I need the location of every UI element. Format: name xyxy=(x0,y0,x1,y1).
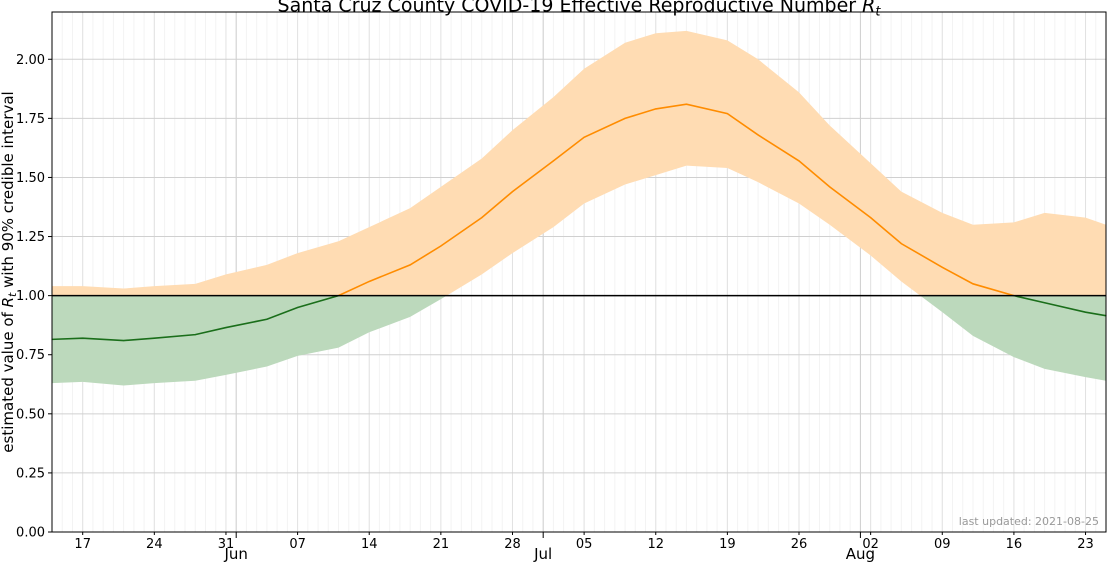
rt-data-point xyxy=(153,337,155,339)
title-subscript: t xyxy=(875,5,881,20)
rt-data-point xyxy=(481,217,483,219)
x-tick-label: 31 xyxy=(218,537,235,552)
credible-band-below-one xyxy=(52,295,1106,386)
rt-data-point xyxy=(583,136,585,138)
y-tick-label: 0.00 xyxy=(16,526,45,541)
rt-data-point xyxy=(900,243,902,245)
rt-data-point xyxy=(726,113,728,115)
rt-data-point xyxy=(624,117,626,119)
x-tick-label: 21 xyxy=(433,537,450,552)
rt-data-point xyxy=(296,306,299,309)
rt-data-point xyxy=(194,334,196,336)
month-tick-label: Jun xyxy=(223,545,247,563)
x-tick-label: 19 xyxy=(719,537,736,552)
rt-data-point xyxy=(123,339,125,342)
ylabel-suffix: with 90% credible interval xyxy=(0,91,17,292)
rt-data-point xyxy=(82,337,84,339)
x-tick-label: 24 xyxy=(146,537,163,552)
month-tick-label: Aug xyxy=(846,545,875,563)
y-tick-label: 1.50 xyxy=(16,171,45,186)
rt-data-point xyxy=(1044,302,1046,304)
axes: 0.00 0.25 0.50 0.75 1.00 1.25 1.50 1.75 2.00 17 24… xyxy=(16,11,1107,563)
x-tick-label: 23 xyxy=(1077,537,1094,552)
last-updated-note: last updated: 2021-08-25 xyxy=(959,515,1099,528)
rt-data-point xyxy=(1084,311,1087,313)
y-axis-label: estimated value of Rt with 90% credible … xyxy=(0,91,19,452)
rt-data-point xyxy=(685,103,688,105)
y-tick-label: 0.75 xyxy=(16,348,45,363)
rt-data-point xyxy=(440,245,442,247)
credible-band-above-one xyxy=(52,30,1106,296)
x-tick-label: 05 xyxy=(576,537,593,552)
rt-estimate-lines xyxy=(51,103,1107,342)
y-tick-label: 1.00 xyxy=(16,289,45,304)
y-tick-label: 2.00 xyxy=(16,53,45,68)
ylabel-prefix: estimated value of xyxy=(0,307,17,452)
x-tick-label: 16 xyxy=(1006,537,1023,552)
chart-title: Santa Cruz County COVID-19 Effective Rep… xyxy=(278,0,882,20)
x-tick-label: 09 xyxy=(934,537,951,552)
rt-data-point xyxy=(870,217,872,219)
x-tick-label: 02 xyxy=(862,537,879,552)
y-tick-label: 0.50 xyxy=(16,407,45,422)
ylabel-subscript: t xyxy=(6,292,19,297)
rt-data-point xyxy=(368,280,370,283)
rt-data-point xyxy=(511,191,514,193)
rt-data-point xyxy=(798,160,800,162)
ylabel-symbol: R xyxy=(0,297,17,307)
month-tick-label: Jul xyxy=(533,545,552,563)
rt-data-point xyxy=(829,186,831,188)
x-tick-label: 28 xyxy=(504,537,521,552)
y-tick-label: 1.75 xyxy=(16,112,45,127)
title-symbol: R xyxy=(862,0,875,17)
rt-data-point xyxy=(266,318,268,320)
plot-frame xyxy=(51,11,1107,533)
rt-data-point xyxy=(941,266,943,268)
x-tick-label: 14 xyxy=(361,537,378,552)
x-tick-label: 26 xyxy=(791,537,808,552)
x-tick-label: 07 xyxy=(289,537,306,552)
rt-data-point xyxy=(655,108,657,110)
x-tick-label: 12 xyxy=(647,537,664,552)
rt-data-point xyxy=(409,264,411,266)
rt-data-point xyxy=(757,134,759,136)
rt-data-point xyxy=(552,160,555,162)
rt-data-point xyxy=(225,326,227,329)
x-tick-label: 17 xyxy=(74,537,91,552)
credible-interval-bands xyxy=(52,30,1106,386)
y-tick-label: 1.25 xyxy=(16,230,45,245)
y-tick-label: 0.25 xyxy=(16,466,45,481)
rt-data-point xyxy=(972,283,974,285)
title-text: Santa Cruz County COVID-19 Effective Rep… xyxy=(278,0,863,17)
